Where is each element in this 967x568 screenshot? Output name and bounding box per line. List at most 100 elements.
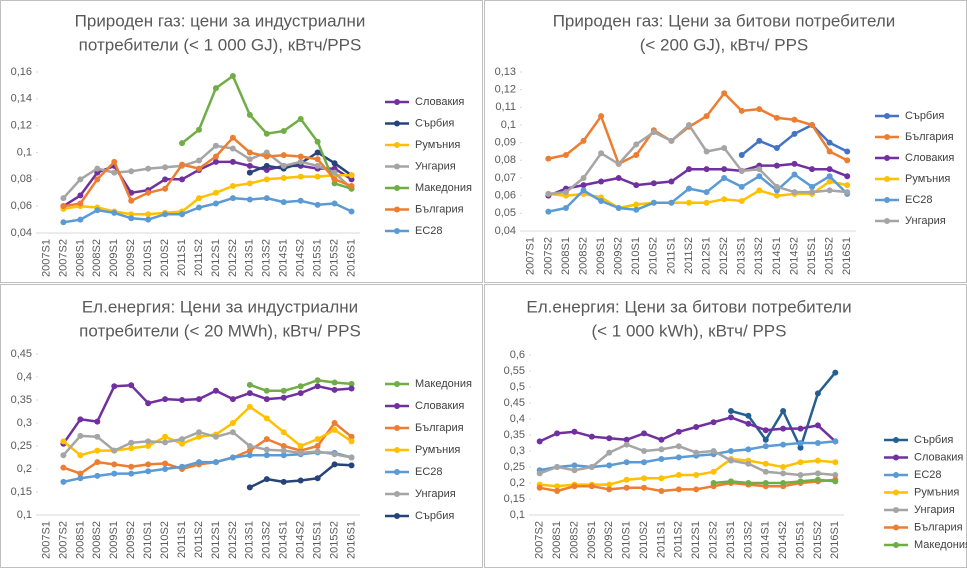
- x-tick-label: 2013S1: [725, 521, 737, 559]
- data-point: [727, 414, 734, 421]
- y-tick-label: 0,04: [495, 225, 516, 237]
- x-tick-label: 2014S2: [295, 521, 307, 559]
- data-point: [145, 468, 152, 475]
- x-tick-label: 2008S2: [577, 237, 589, 275]
- panel-border: [0, 0, 483, 283]
- data-point: [179, 140, 186, 147]
- series-line: [62, 384, 352, 445]
- x-tick-label: 2009S2: [125, 521, 137, 559]
- data-point: [668, 178, 675, 185]
- data-point: [686, 166, 692, 173]
- data-point: [844, 182, 851, 189]
- data-point: [128, 197, 135, 204]
- data-point: [314, 138, 321, 145]
- y-tick-label: 0,5: [510, 381, 525, 393]
- data-point: [246, 403, 253, 410]
- data-point: [229, 396, 236, 403]
- data-point: [111, 169, 118, 176]
- data-point: [668, 137, 675, 144]
- data-point: [606, 435, 613, 442]
- legend-marker: [884, 197, 890, 203]
- x-tick-label: 2009S2: [613, 237, 625, 275]
- data-point: [111, 383, 118, 390]
- data-point: [675, 472, 682, 478]
- data-point: [179, 436, 186, 443]
- data-point: [791, 189, 798, 196]
- data-point: [111, 470, 118, 477]
- data-point: [738, 167, 745, 174]
- series-line: [548, 173, 849, 213]
- data-point: [145, 461, 152, 468]
- x-tick-label: 2008S2: [91, 239, 103, 277]
- data-point: [832, 459, 839, 466]
- data-point: [246, 149, 253, 156]
- data-point: [94, 433, 101, 440]
- data-point: [658, 475, 665, 482]
- data-point: [162, 164, 169, 171]
- data-point: [675, 443, 682, 450]
- data-point: [280, 443, 287, 449]
- x-tick-label: 2015S2: [812, 521, 824, 559]
- legend-label: Румъния: [914, 486, 959, 498]
- data-point: [246, 381, 253, 388]
- data-point: [693, 449, 700, 456]
- x-tick-label: 2015S2: [328, 521, 340, 559]
- x-tick-label: 2013S2: [261, 239, 273, 277]
- data-point: [280, 199, 287, 206]
- x-tick-label: 2009S2: [603, 521, 615, 559]
- data-point: [145, 443, 152, 449]
- data-point: [212, 433, 219, 440]
- data-point: [263, 176, 270, 183]
- x-tick-label: 2015S1: [794, 521, 806, 559]
- data-point: [263, 452, 270, 459]
- data-point: [280, 452, 287, 459]
- data-point: [229, 183, 236, 190]
- data-point: [280, 174, 287, 181]
- x-tick-label: 2011S1: [665, 237, 677, 274]
- x-tick-label: 2008S1: [74, 239, 86, 277]
- data-point: [623, 436, 630, 443]
- data-point: [633, 152, 640, 159]
- data-point: [762, 460, 769, 467]
- data-point: [263, 130, 270, 137]
- data-point: [145, 165, 152, 172]
- x-tick-label: 2007S2: [57, 239, 69, 277]
- y-tick-label: 0,07: [495, 172, 516, 184]
- data-point: [832, 438, 839, 445]
- data-point: [703, 189, 710, 196]
- data-point: [246, 452, 253, 459]
- data-point: [263, 195, 270, 202]
- x-tick-label: 2014S2: [788, 237, 800, 275]
- legend-label: Сърбия: [914, 434, 953, 446]
- data-point: [297, 173, 304, 180]
- x-tick-label: 2016S1: [345, 239, 357, 277]
- data-point: [94, 447, 101, 454]
- data-point: [314, 149, 321, 156]
- data-point: [77, 416, 84, 423]
- legend-marker: [394, 206, 400, 213]
- x-tick-label: 2015S1: [312, 521, 324, 559]
- legend-label: България: [905, 131, 954, 143]
- data-point: [77, 216, 84, 223]
- y-tick-label: 0,45: [11, 348, 32, 360]
- data-point: [263, 476, 270, 483]
- legend-label: Унгария: [415, 488, 456, 500]
- x-tick-label: 2007S2: [534, 521, 546, 559]
- chart-title: Ел.енергия: Цени за индустриални: [82, 297, 358, 316]
- x-tick-label: 2008S1: [560, 237, 572, 275]
- x-tick-label: 2015S2: [328, 239, 340, 277]
- x-tick-label: 2012S2: [718, 237, 730, 275]
- legend-marker: [394, 99, 400, 105]
- x-tick-label: 2015S2: [824, 237, 836, 275]
- data-point: [580, 182, 587, 189]
- data-point: [128, 168, 135, 175]
- data-point: [331, 200, 338, 207]
- data-point: [773, 192, 780, 199]
- legend-marker: [893, 524, 899, 531]
- data-point: [826, 166, 833, 173]
- data-point: [263, 415, 270, 422]
- chart-title: Природен газ: цени за индустриални: [75, 11, 366, 30]
- data-point: [844, 157, 851, 164]
- y-tick-label: 0,15: [504, 493, 525, 505]
